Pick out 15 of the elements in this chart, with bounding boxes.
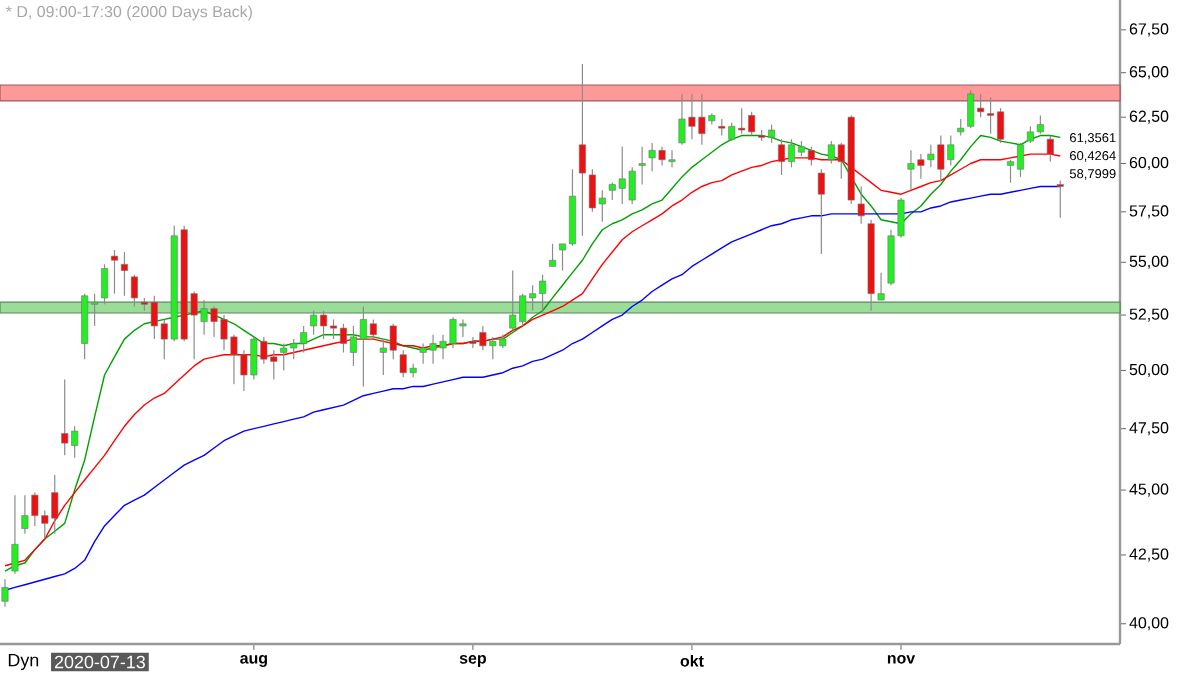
- text: Dyn: [8, 653, 39, 671]
- candlestick: [549, 243, 557, 268]
- candlestick: [130, 274, 138, 308]
- candlestick: [1056, 180, 1064, 219]
- candlestick: [857, 185, 865, 225]
- candlestick: [120, 251, 128, 297]
- candlestick: [638, 146, 646, 186]
- text: 2020-07-13: [54, 655, 145, 669]
- candlestick: [11, 494, 19, 575]
- candlestick: [817, 168, 825, 255]
- candlestick: [578, 63, 586, 237]
- candlestick: [111, 249, 118, 295]
- candlestick: [1, 578, 9, 608]
- candlestick: [1046, 134, 1054, 163]
- candlestick: [101, 263, 109, 305]
